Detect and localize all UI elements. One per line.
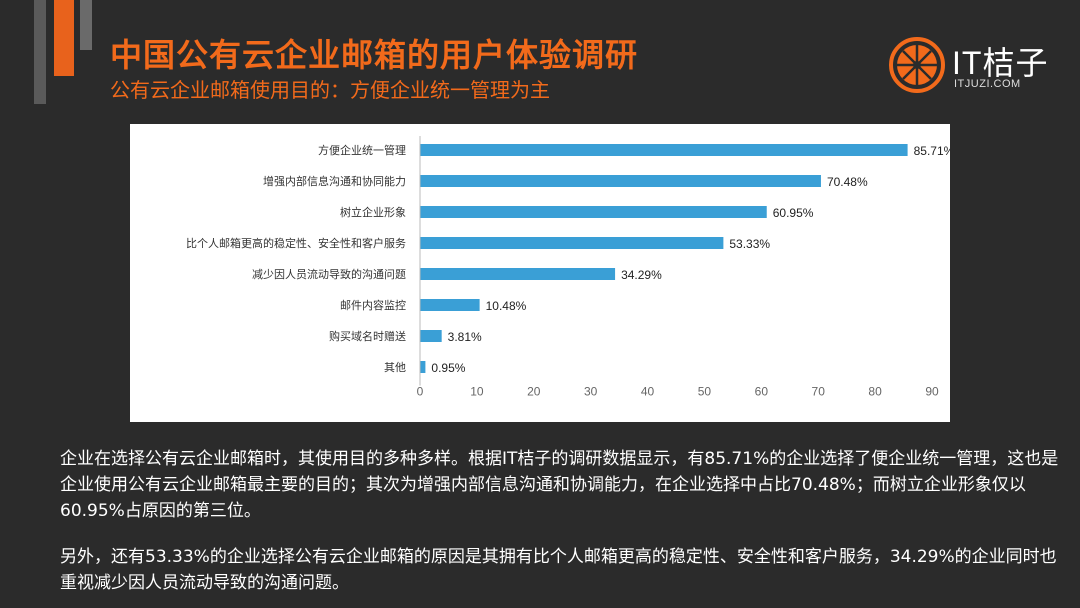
bar (420, 144, 908, 156)
bar (420, 237, 724, 249)
category-label: 购买域名时赠送 (329, 329, 406, 343)
bar (420, 206, 767, 218)
bar (420, 299, 480, 311)
x-tick-label: 20 (527, 385, 541, 399)
x-tick-label: 40 (641, 385, 655, 399)
bar (420, 330, 442, 342)
x-tick-label: 90 (925, 385, 939, 399)
page-subtitle: 公有云企业邮箱使用目的：方便企业统一管理为主 (110, 78, 550, 102)
x-tick-label: 70 (812, 385, 826, 399)
x-tick-label: 50 (698, 385, 712, 399)
decor-bar (34, 0, 46, 104)
logo-url: ITJUZI.COM (954, 78, 1021, 90)
category-label: 树立企业形象 (340, 205, 406, 219)
x-tick-label: 60 (755, 385, 769, 399)
category-label: 增强内部信息沟通和协同能力 (263, 174, 406, 188)
x-tick-label: 0 (417, 385, 424, 399)
chart-panel: 方便企业统一管理 85.71% 增强内部信息沟通和协同能力 70.48% 树立企业形象 6… (130, 124, 955, 422)
data-label: 0.95% (431, 361, 465, 375)
body-paragraph-2: 另外，还有53.33%的企业选择公有云企业邮箱的原因是其拥有比个人邮箱更高的稳定… (60, 547, 1057, 593)
bar-chart: 方便企业统一管理 85.71% 增强内部信息沟通和协同能力 70.48% 树立企业形象 6… (186, 136, 955, 399)
bar (420, 175, 821, 187)
decor-bar (80, 0, 92, 50)
data-label: 34.29% (621, 268, 662, 282)
category-label: 比个人邮箱更高的稳定性、安全性和客户服务 (186, 236, 406, 250)
bar (420, 361, 426, 373)
category-label: 其他 (384, 361, 406, 374)
page-title: 中国公有云企业邮箱的用户体验调研 (110, 36, 639, 74)
category-label: 方便企业统一管理 (318, 143, 406, 157)
x-tick-label: 80 (868, 385, 882, 399)
x-tick-label: 30 (584, 385, 598, 399)
body-paragraph-1: 企业在选择公有云企业邮箱时，其使用目的多种多样。根据IT桔子的调研数据显示，有8… (60, 449, 1059, 521)
logo-text: IT桔子 (952, 45, 1049, 81)
data-label: 70.48% (827, 175, 868, 189)
category-label: 邮件内容监控 (340, 298, 406, 312)
itjuzi-logo: IT桔子 ITJUZI.COM (888, 36, 1058, 96)
data-label: 3.81% (448, 330, 482, 344)
bar (420, 268, 616, 280)
data-label: 60.95% (773, 206, 814, 220)
orange-slice-icon (889, 37, 945, 93)
data-label: 53.33% (729, 237, 770, 251)
decor-bar-accent (54, 0, 74, 76)
data-label: 85.71% (914, 144, 950, 158)
x-tick-label: 10 (470, 385, 484, 399)
data-label: 10.48% (486, 299, 527, 313)
category-label: 减少因人员流动导致的沟通问题 (252, 267, 406, 281)
